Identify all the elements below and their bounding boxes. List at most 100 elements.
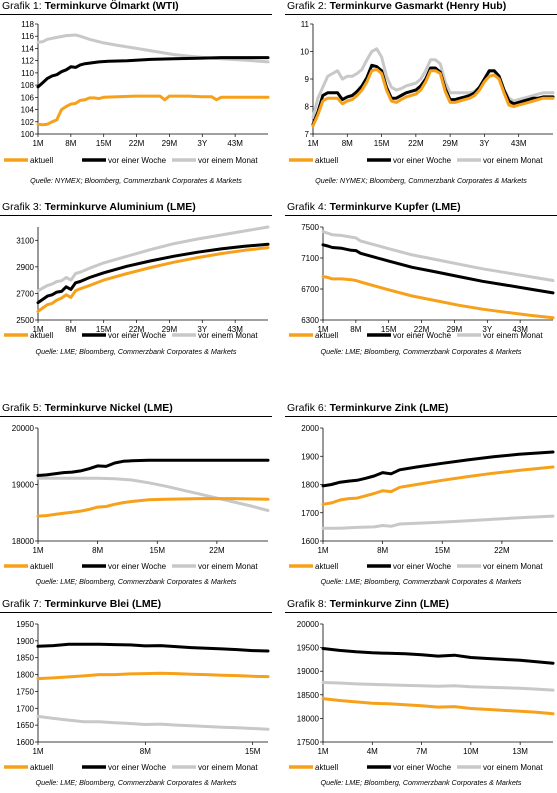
y-tick-label: 7500 [301, 223, 319, 232]
x-tick-label: 29M [442, 139, 458, 148]
panel-title-text: Terminkurve Ölmarkt (WTI) [44, 0, 179, 12]
legend-label-monat: vor einem Monat [198, 156, 258, 165]
x-tick-label: 8M [350, 325, 361, 334]
panel-title: Grafik 4: Terminkurve Kupfer (LME) [287, 201, 461, 213]
source-note: Quelle: NYMEX; Bloomberg, Commerzbank Co… [315, 176, 527, 185]
y-tick-label: 6700 [301, 285, 319, 294]
panel-title-text: Terminkurve Aluminium (LME) [44, 201, 196, 213]
title-rule [285, 215, 557, 216]
x-tick-label: 22M [129, 325, 145, 334]
y-tick-label: 7 [305, 130, 310, 139]
y-tick-label: 2000 [301, 424, 319, 433]
series-line-aktuell [36, 671, 270, 681]
legend-label-monat: vor einem Monat [483, 156, 543, 165]
panel-title: Grafik 6: Terminkurve Zink (LME) [287, 402, 448, 414]
x-tick-label: 1M [317, 546, 328, 555]
y-tick-label: 102 [21, 118, 35, 127]
legend-label-woche: vor einer Woche [393, 763, 452, 772]
series-line-aktuell [311, 67, 555, 128]
y-tick-label: 17500 [297, 738, 320, 747]
x-tick-label: 4M [367, 747, 378, 756]
y-tick-label: 6300 [301, 316, 319, 325]
panel-title-text: Terminkurve Blei (LME) [44, 598, 162, 610]
x-tick-label: 3Y [197, 325, 207, 334]
x-tick-label: 1M [317, 325, 328, 334]
panel-title: Grafik 1: Terminkurve Ölmarkt (WTI) [2, 0, 179, 12]
series-line-monat [36, 714, 270, 731]
panel-number: Grafik 8: [287, 598, 330, 610]
y-tick-label: 2700 [16, 289, 34, 298]
title-rule [0, 14, 272, 15]
x-tick-label: 3Y [197, 139, 207, 148]
y-tick-label: 11 [301, 20, 310, 29]
x-tick-label: 1M [32, 325, 43, 334]
y-tick-label: 19000 [297, 667, 320, 676]
series-line-monat [321, 230, 555, 282]
series-line-aktuell [321, 275, 555, 320]
y-tick-label: 118 [21, 20, 34, 29]
panel-title-text: Terminkurve Gasmarkt (Henry Hub) [329, 0, 507, 12]
panel-zinn: Grafik 8: Terminkurve Zinn (LME) 17500 18… [285, 598, 557, 793]
x-tick-label: 10M [463, 747, 479, 756]
x-tick-label: 29M [162, 139, 178, 148]
series-line-woche [36, 56, 270, 89]
chart-kupfer: 6300 6700 7100 7500 1M 8M 15M 22M 29M 3Y 43M aktuel… [289, 223, 555, 340]
y-tick-label: 1700 [16, 704, 34, 713]
y-tick-label: 7100 [301, 254, 319, 263]
x-tick-label: 3Y [482, 325, 492, 334]
series-line-woche [36, 642, 270, 653]
y-tick-label: 1600 [301, 537, 319, 546]
y-tick-label: 1650 [16, 721, 34, 730]
source-note: Quelle: LME; Bloomberg, Commerzbank Corp… [35, 778, 237, 787]
y-tick-label: 2500 [16, 316, 34, 325]
panel-nickel: Grafik 5: Terminkurve Nickel (LME) 18000… [0, 402, 272, 597]
y-tick-label: 19000 [12, 481, 35, 490]
legend-label-aktuell: aktuell [30, 156, 53, 165]
x-tick-label: 15M [374, 139, 390, 148]
y-tick-label: 116 [21, 32, 34, 41]
chart-zinn: 17500 18000 18500 19000 19500 20000 1M 4M 7M 10M 1… [289, 620, 555, 772]
y-tick-label: 18000 [297, 714, 320, 723]
y-tick-label: 1750 [16, 687, 34, 696]
x-tick-label: 8M [342, 139, 353, 148]
source-note: Quelle: LME; Bloomberg, Commerzbank Corp… [35, 347, 237, 356]
legend-label-aktuell: aktuell [315, 763, 338, 772]
x-tick-label: 15M [96, 139, 112, 148]
chart-oel: 100 102 104 106 108 110 112 114 116 118 1M 8M 15M 22M… [4, 20, 270, 165]
y-tick-label: 108 [21, 81, 35, 90]
panel-number: Grafik 6: [287, 402, 330, 414]
chart-blei: 1600 1650 1700 1750 1800 1850 1900 1950 1M 8M 15M a… [4, 620, 270, 772]
legend-label-woche: vor einer Woche [393, 562, 452, 571]
x-tick-label: 7M [416, 747, 427, 756]
series-line-aktuell [36, 246, 270, 313]
title-rule [285, 612, 557, 613]
x-tick-label: 1M [307, 139, 318, 148]
panel-title: Grafik 8: Terminkurve Zinn (LME) [287, 598, 449, 610]
chart-zink: 1600 1700 1800 1900 2000 1M 8M 15M 22M aktuell vor… [289, 424, 555, 571]
panel-title: Grafik 2: Terminkurve Gasmarkt (Henry Hu… [287, 0, 506, 12]
legend-label-woche: vor einer Woche [393, 331, 452, 340]
source-note: Quelle: LME; Bloomberg, Commerzbank Corp… [320, 778, 522, 787]
series-line-aktuell [321, 697, 555, 716]
series-line-woche [321, 647, 555, 665]
panel-number: Grafik 1: [2, 0, 45, 12]
y-tick-label: 20000 [297, 620, 320, 629]
series-line-woche [311, 63, 555, 126]
x-tick-label: 13M [512, 747, 528, 756]
source-note: Quelle: LME; Bloomberg, Commerzbank Corp… [35, 577, 237, 586]
series-line-aktuell [321, 465, 555, 506]
legend-label-aktuell: aktuell [315, 331, 338, 340]
x-tick-label: 8M [377, 546, 388, 555]
y-tick-label: 1850 [16, 654, 34, 663]
y-tick-label: 1900 [301, 452, 319, 461]
series-line-monat [321, 514, 555, 530]
chart-nickel: 18000 19000 20000 1M 8M 15M 22M aktuell vor eine… [4, 424, 270, 571]
x-tick-label: 3Y [480, 139, 490, 148]
panel-title: Grafik 5: Terminkurve Nickel (LME) [2, 402, 173, 414]
y-tick-label: 10 [300, 48, 309, 57]
x-tick-label: 22M [129, 139, 145, 148]
source-note: Quelle: LME; Bloomberg, Commerzbank Corp… [320, 577, 522, 586]
legend-label-woche: vor einer Woche [108, 763, 167, 772]
x-tick-label: 1M [32, 139, 43, 148]
legend-label-aktuell: aktuell [30, 763, 53, 772]
